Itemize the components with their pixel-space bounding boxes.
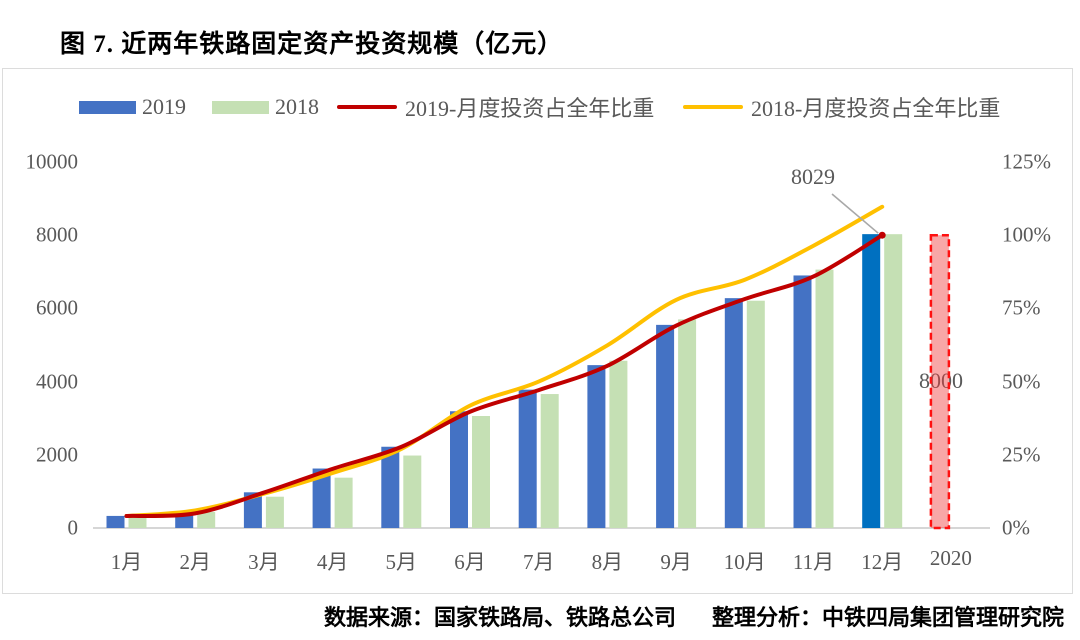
chart-legend: 2019 2018 2019-月度投资占全年比重 2018-月度投资占全年比重 bbox=[0, 93, 1080, 121]
bar-2018-8月 bbox=[609, 360, 628, 528]
source-credit-line: 数据来源：国家铁路局、铁路总公司 整理分析：中铁四局集团管理研究院 bbox=[324, 600, 1064, 632]
legend-label: 2019-月度投资占全年比重 bbox=[405, 96, 655, 121]
bar-2019-10月 bbox=[724, 298, 743, 528]
x-axis-label-2020: 2020 bbox=[929, 546, 972, 570]
right-axis-tick-0%: 0% bbox=[1002, 515, 1030, 540]
legend-label: 2018 bbox=[275, 94, 319, 119]
left-axis-tick-6000: 6000 bbox=[36, 295, 78, 320]
x-axis-label-7月: 7月 bbox=[522, 550, 555, 574]
bar-2019-9月 bbox=[656, 324, 675, 528]
x-axis-label-3月: 3月 bbox=[248, 550, 280, 574]
x-axis-label-6月: 6月 bbox=[454, 550, 486, 574]
legend-label: 2018-月度投资占全年比重 bbox=[751, 96, 1001, 121]
bar-2019-6月 bbox=[450, 411, 468, 528]
bar-2019-4月 bbox=[312, 468, 331, 528]
left-axis-tick-2000: 2000 bbox=[36, 442, 78, 467]
chart-title: 图 7. 近两年铁路固定资产投资规模（亿元） bbox=[60, 31, 564, 58]
bar-2018-12月 bbox=[884, 234, 903, 528]
line-2019-endpoint-dot bbox=[878, 231, 886, 239]
bar-2020-target bbox=[929, 233, 951, 530]
legend-swatch-2019 bbox=[79, 100, 136, 114]
bar-2018-9月 bbox=[678, 319, 697, 528]
bar-2018-1月 bbox=[128, 517, 147, 528]
legend-swatch-2019-月度投资占全年比重 bbox=[337, 105, 397, 109]
bar-2018-3月 bbox=[265, 496, 284, 528]
bar-2019-8月 bbox=[587, 365, 606, 528]
legend-item-2019: 2019 bbox=[79, 93, 186, 121]
right-axis-tick-75%: 75% bbox=[1002, 295, 1041, 320]
bar-2018-4月 bbox=[334, 477, 353, 528]
x-axis-label-4月: 4月 bbox=[316, 550, 349, 574]
line-2018-ratio bbox=[124, 204, 885, 518]
x-axis-label-5月: 5月 bbox=[385, 550, 418, 574]
x-axis-label-8月: 8月 bbox=[591, 550, 624, 574]
annotation-callout-line bbox=[831, 193, 879, 234]
x-axis-label-1月: 1月 bbox=[110, 550, 143, 574]
bar-2018-10月 bbox=[746, 300, 765, 528]
bar-2019-1月 bbox=[106, 515, 125, 528]
legend-item-2018: 2018 bbox=[212, 93, 319, 121]
x-axis-label-2月: 2月 bbox=[179, 550, 211, 574]
bar-2018-2月 bbox=[197, 511, 216, 528]
target-2020-value-label: 8000 bbox=[919, 368, 963, 393]
analysis-credit-text: 整理分析：中铁四局集团管理研究院 bbox=[711, 605, 1064, 630]
bar-2018-6月 bbox=[472, 416, 490, 528]
bar-2019-7月 bbox=[518, 389, 537, 528]
right-axis-tick-125%: 125% bbox=[1002, 149, 1051, 174]
legend-swatch-2018 bbox=[212, 100, 269, 114]
annotation-2019-total: 8029 bbox=[791, 164, 835, 189]
left-axis-tick-8000: 8000 bbox=[36, 222, 78, 247]
bar-2019-3月 bbox=[243, 492, 262, 528]
bar-2019-5月 bbox=[381, 446, 400, 528]
x-axis-label-12月: 12月 bbox=[861, 550, 904, 574]
left-axis-tick-4000: 4000 bbox=[36, 369, 78, 394]
bar-2018-7月 bbox=[540, 394, 559, 528]
bar-2019-11月 bbox=[793, 275, 812, 528]
data-source-text: 数据来源：国家铁路局、铁路总公司 bbox=[323, 605, 676, 630]
legend-swatch-2018-月度投资占全年比重 bbox=[683, 105, 743, 109]
legend-label: 2019 bbox=[142, 94, 186, 119]
line-2019-ratio bbox=[124, 233, 885, 519]
left-axis-tick-0: 0 bbox=[67, 515, 79, 540]
left-axis-tick-10000: 10000 bbox=[25, 149, 79, 174]
bar-2019-12月 bbox=[862, 234, 881, 528]
legend-item-2019-月度投资占全年比重: 2019-月度投资占全年比重 bbox=[337, 93, 654, 121]
x-axis-label-11月: 11月 bbox=[792, 550, 835, 574]
right-axis-tick-100%: 100% bbox=[1002, 222, 1051, 247]
right-axis-tick-25%: 25% bbox=[1002, 442, 1041, 467]
x-axis-label-9月: 9月 bbox=[660, 550, 692, 574]
bar-2018-11月 bbox=[815, 269, 834, 528]
x-axis-label-10月: 10月 bbox=[723, 550, 766, 574]
legend-item-2018-月度投资占全年比重: 2018-月度投资占全年比重 bbox=[683, 93, 1000, 121]
right-axis-tick-50%: 50% bbox=[1002, 369, 1041, 394]
bar-2018-5月 bbox=[403, 455, 422, 528]
